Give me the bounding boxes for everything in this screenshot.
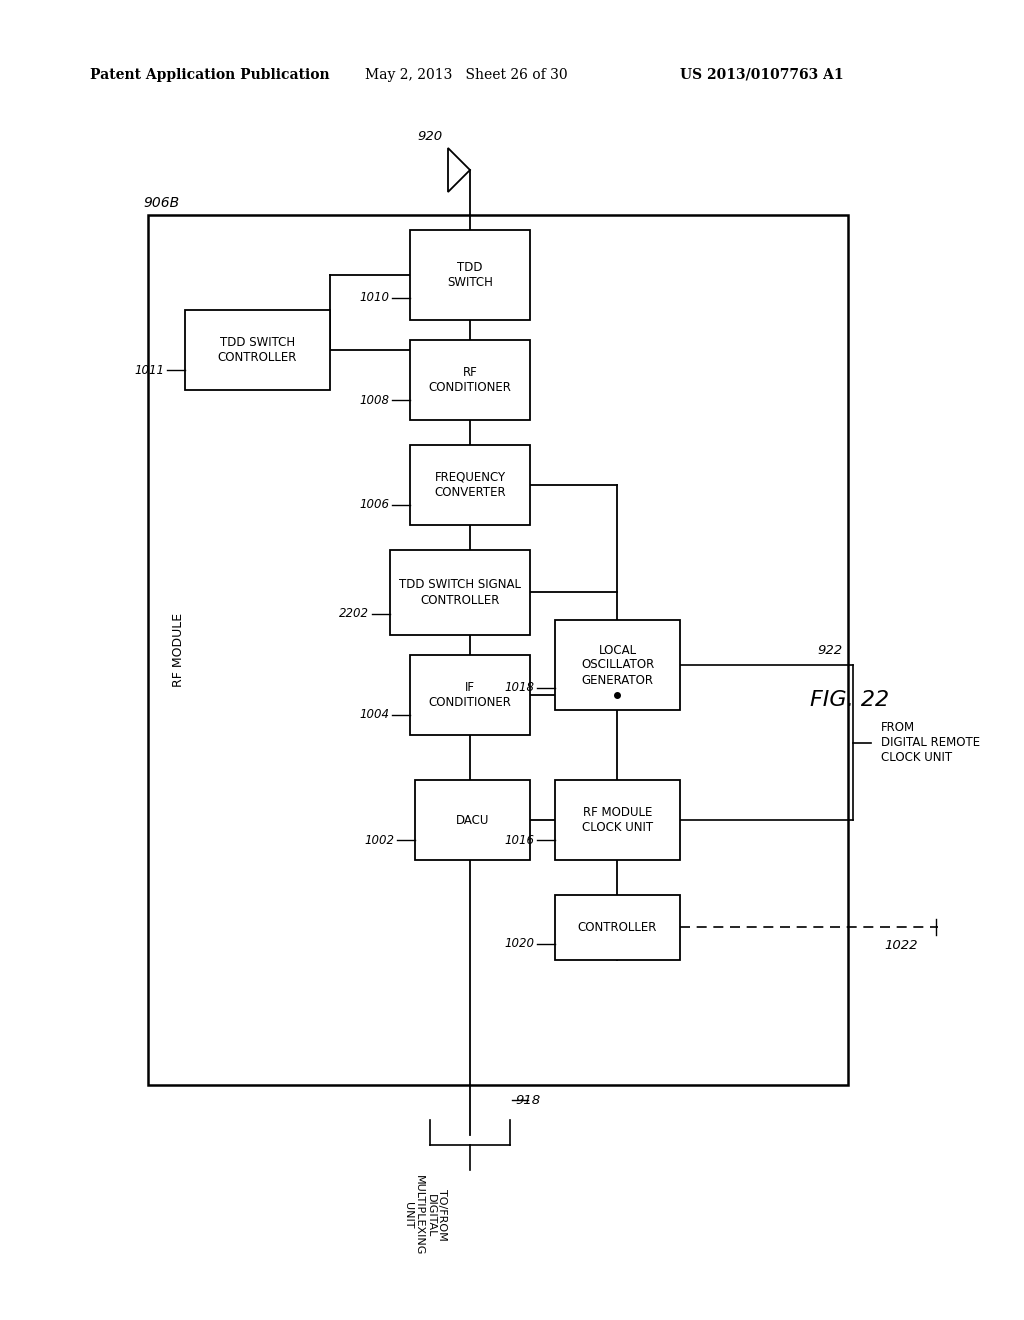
Text: 922: 922 bbox=[818, 644, 843, 657]
Text: RF
CONDITIONER: RF CONDITIONER bbox=[429, 366, 511, 393]
Text: TDD
SWITCH: TDD SWITCH bbox=[447, 261, 493, 289]
Text: 1008: 1008 bbox=[359, 393, 389, 407]
Text: US 2013/0107763 A1: US 2013/0107763 A1 bbox=[680, 69, 844, 82]
Text: 920: 920 bbox=[418, 129, 443, 143]
Text: 918: 918 bbox=[515, 1093, 540, 1106]
Bar bbox=[148, 215, 848, 1085]
Text: May 2, 2013   Sheet 26 of 30: May 2, 2013 Sheet 26 of 30 bbox=[365, 69, 567, 82]
Bar bbox=[555, 895, 680, 960]
Bar bbox=[555, 780, 680, 861]
Text: 1016: 1016 bbox=[504, 833, 534, 846]
Text: IF
CONDITIONER: IF CONDITIONER bbox=[429, 681, 511, 709]
Text: TDD SWITCH
CONTROLLER: TDD SWITCH CONTROLLER bbox=[218, 337, 297, 364]
Text: 1020: 1020 bbox=[504, 937, 534, 950]
Text: RF MODULE
CLOCK UNIT: RF MODULE CLOCK UNIT bbox=[582, 807, 653, 834]
Bar bbox=[390, 550, 530, 635]
Text: 1011: 1011 bbox=[134, 363, 164, 376]
Bar bbox=[410, 445, 530, 525]
Text: DACU: DACU bbox=[456, 813, 489, 826]
Text: 1022: 1022 bbox=[885, 939, 918, 952]
Bar bbox=[410, 341, 530, 420]
Bar bbox=[555, 620, 680, 710]
Text: 1010: 1010 bbox=[359, 290, 389, 304]
Text: CONTROLLER: CONTROLLER bbox=[578, 921, 657, 935]
Text: TO/FROM
DIGITAL
MULTIPLEXING
UNIT: TO/FROM DIGITAL MULTIPLEXING UNIT bbox=[402, 1175, 447, 1255]
Text: 1002: 1002 bbox=[364, 833, 394, 846]
Text: 1004: 1004 bbox=[359, 709, 389, 722]
Text: 1006: 1006 bbox=[359, 499, 389, 511]
Text: FIG. 22: FIG. 22 bbox=[810, 690, 890, 710]
Text: LOCAL
OSCILLATOR
GENERATOR: LOCAL OSCILLATOR GENERATOR bbox=[581, 644, 654, 686]
Bar bbox=[410, 655, 530, 735]
Bar bbox=[415, 780, 530, 861]
Text: FREQUENCY
CONVERTER: FREQUENCY CONVERTER bbox=[434, 471, 506, 499]
Text: 906B: 906B bbox=[143, 195, 179, 210]
Bar bbox=[185, 310, 330, 389]
Bar bbox=[410, 230, 530, 319]
Text: 2202: 2202 bbox=[339, 607, 369, 620]
Text: RF MODULE: RF MODULE bbox=[171, 612, 184, 688]
Text: 1018: 1018 bbox=[504, 681, 534, 694]
Text: TDD SWITCH SIGNAL
CONTROLLER: TDD SWITCH SIGNAL CONTROLLER bbox=[399, 578, 521, 606]
Text: FROM
DIGITAL REMOTE
CLOCK UNIT: FROM DIGITAL REMOTE CLOCK UNIT bbox=[881, 721, 980, 764]
Text: Patent Application Publication: Patent Application Publication bbox=[90, 69, 330, 82]
